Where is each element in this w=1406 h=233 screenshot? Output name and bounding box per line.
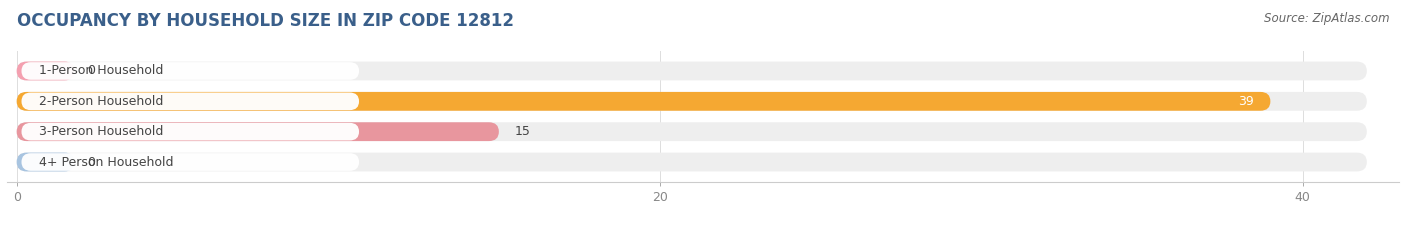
FancyBboxPatch shape [17, 122, 1367, 141]
FancyBboxPatch shape [17, 92, 1271, 111]
Text: 15: 15 [515, 125, 531, 138]
FancyBboxPatch shape [17, 122, 499, 141]
FancyBboxPatch shape [17, 92, 1367, 111]
FancyBboxPatch shape [17, 153, 75, 171]
FancyBboxPatch shape [21, 93, 359, 110]
FancyBboxPatch shape [21, 153, 359, 171]
Text: 39: 39 [1239, 95, 1254, 108]
FancyBboxPatch shape [17, 62, 1367, 80]
Text: 2-Person Household: 2-Person Household [39, 95, 163, 108]
Text: 4+ Person Household: 4+ Person Household [39, 155, 174, 168]
FancyBboxPatch shape [21, 62, 359, 80]
Text: OCCUPANCY BY HOUSEHOLD SIZE IN ZIP CODE 12812: OCCUPANCY BY HOUSEHOLD SIZE IN ZIP CODE … [17, 12, 513, 30]
Text: 3-Person Household: 3-Person Household [39, 125, 163, 138]
FancyBboxPatch shape [17, 153, 1367, 171]
Text: 0: 0 [87, 65, 96, 78]
FancyBboxPatch shape [17, 62, 75, 80]
Text: 0: 0 [87, 155, 96, 168]
FancyBboxPatch shape [21, 123, 359, 140]
Text: 1-Person Household: 1-Person Household [39, 65, 163, 78]
Text: Source: ZipAtlas.com: Source: ZipAtlas.com [1264, 12, 1389, 25]
